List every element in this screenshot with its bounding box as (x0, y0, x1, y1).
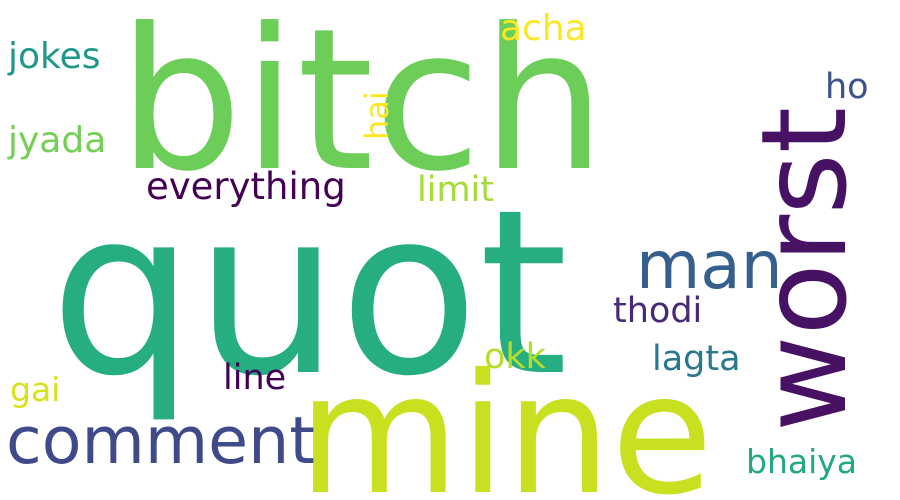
word-ho: ho (825, 67, 869, 107)
word-line: line (223, 358, 286, 398)
word-mine: mine (298, 339, 713, 500)
word-limit: limit (417, 170, 494, 210)
word-quot: quot (50, 160, 568, 426)
word-hai: hai (358, 91, 396, 140)
word-worst: worst (735, 107, 873, 432)
word-jokes: jokes (7, 36, 101, 77)
word-acha: acha (500, 8, 587, 49)
word-gai: gai (10, 370, 60, 409)
word-bitch: bitch (118, 0, 606, 215)
word-man: man (636, 227, 783, 304)
word-okk: okk (484, 337, 547, 377)
word-jyada: jyada (7, 120, 106, 161)
word-lagta: lagta (652, 339, 741, 379)
word-bhaiya: bhaiya (746, 442, 857, 481)
word-thodi: thodi (613, 291, 702, 331)
word-comment: comment (6, 404, 315, 479)
word-everything: everything (146, 165, 346, 208)
